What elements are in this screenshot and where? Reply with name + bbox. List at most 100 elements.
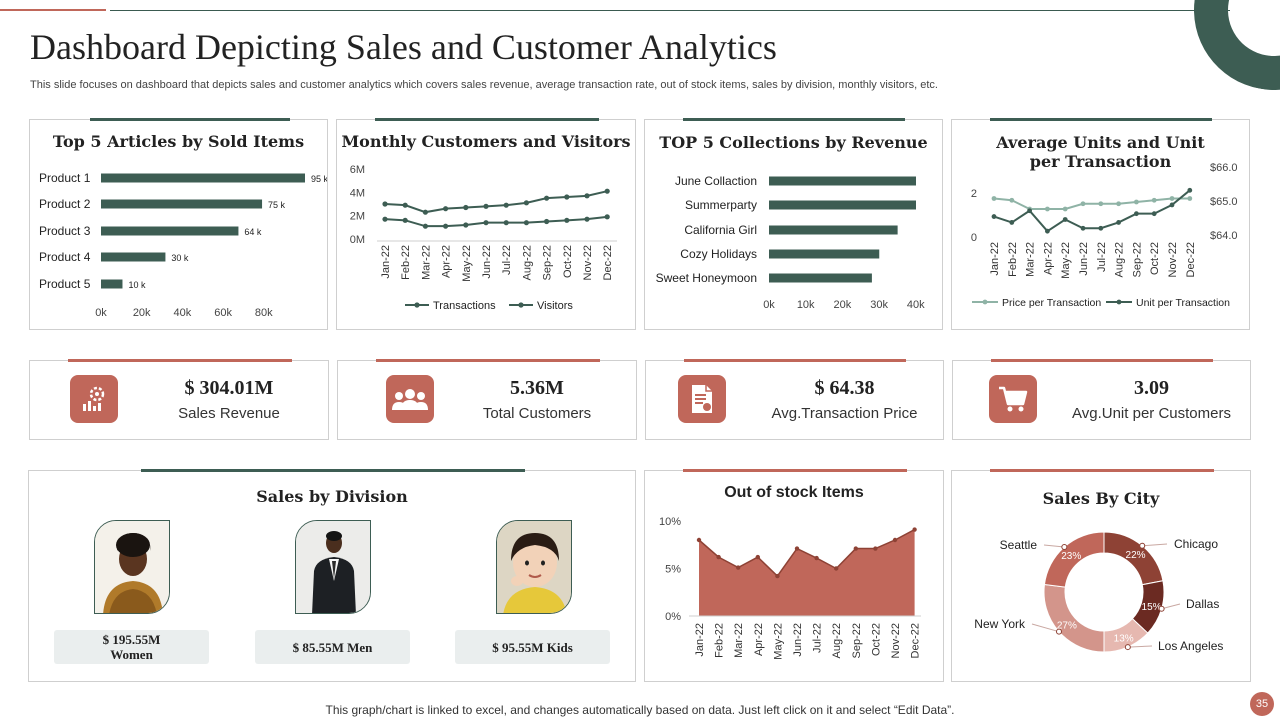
x-tick-label: Jul-22 xyxy=(1096,242,1108,272)
bar xyxy=(769,225,898,235)
series-point xyxy=(564,194,570,200)
bar-category-label: Product 4 xyxy=(39,250,91,264)
slice-value-label: 15% xyxy=(1142,602,1162,613)
series-point xyxy=(382,201,388,207)
series-point xyxy=(402,202,408,208)
y-tick-label: 10% xyxy=(659,516,681,528)
city-title: Sales By City xyxy=(1042,489,1160,508)
panel-accent xyxy=(141,469,525,472)
top-accent-line xyxy=(0,9,106,11)
x-tick-label: 0k xyxy=(95,307,107,319)
leader-dot xyxy=(1139,542,1146,549)
bar-category-label: Product 2 xyxy=(39,197,91,211)
articles-panel[interactable]: Top 5 Articles by Sold Items Product 1 95… xyxy=(29,118,328,330)
panel-accent xyxy=(684,359,906,362)
series-point xyxy=(544,218,550,225)
x-tick-label: Nov-22 xyxy=(1167,242,1179,277)
x-tick-label: 40k xyxy=(907,299,925,311)
series-point xyxy=(443,223,449,229)
x-tick-label: May-22 xyxy=(461,245,473,282)
series-point xyxy=(991,214,997,219)
x-tick-label: Aug-22 xyxy=(1114,242,1126,277)
bar-category-label: Cozy Holidays xyxy=(680,247,757,261)
units-panel[interactable]: Average Units and Unit per Transaction 2… xyxy=(951,118,1250,330)
top-rule-line xyxy=(110,10,1230,11)
collections-panel[interactable]: TOP 5 Collections by Revenue June Collac… xyxy=(644,118,943,330)
series-point xyxy=(1151,211,1157,217)
stock-chart[interactable]: 10% 5% 0% Jan-22 Feb-22 Mar-22 Apr-22 May-22 Jun… xyxy=(645,471,943,681)
series-point xyxy=(1116,220,1121,225)
kpi-card-revenue[interactable]: $ 304.01M Sales Revenue xyxy=(29,359,329,440)
x-tick-label: Mar-22 xyxy=(420,245,432,280)
series-point xyxy=(1080,225,1086,231)
slice-value-label: 13% xyxy=(1114,633,1134,644)
city-panel[interactable]: Sales By City 22% Chicago 15% Dallas 13% Los … xyxy=(951,469,1251,682)
x-tick-label: 20k xyxy=(834,299,852,311)
bar xyxy=(101,199,263,209)
stock-panel[interactable]: Out of stock Items 10% 5% 0% Jan-22 Feb-22 Ma… xyxy=(644,469,944,682)
collections-chart[interactable]: June Collaction Summerparty California Gir… xyxy=(645,120,942,329)
kpi-card-units[interactable]: 3.09 Avg.Unit per Customers xyxy=(952,359,1251,440)
articles-chart[interactable]: Product 1 95 k Product 2 75 k Product 3 64 k P… xyxy=(30,120,327,329)
series-point xyxy=(1169,196,1175,201)
division-panel[interactable]: Sales by Division $ 195.55M Women $ 85.5… xyxy=(28,469,636,682)
area-point xyxy=(736,565,741,570)
series-point xyxy=(1116,201,1121,207)
kids-sales-value: $ 95.55M Kids xyxy=(492,639,573,655)
kpi-value: 5.36M xyxy=(510,377,564,399)
y-left-tick-label: 2 xyxy=(971,188,977,200)
bar xyxy=(769,176,916,186)
x-tick-label: Jun-22 xyxy=(1078,242,1090,276)
cart-icon xyxy=(989,375,1037,423)
panel-accent xyxy=(375,118,599,121)
series-point xyxy=(991,196,997,201)
x-tick-label: Oct-22 xyxy=(562,245,574,278)
series-line xyxy=(384,190,608,214)
customers-panel[interactable]: Monthly Customers and Visitors 6M 4M 2M 0M J… xyxy=(336,118,636,330)
x-tick-label: Mar-22 xyxy=(1025,242,1037,277)
series-point xyxy=(604,188,610,194)
bar-category-label: Summerparty xyxy=(685,198,757,212)
city-chart[interactable]: 22% Chicago 15% Dallas 13% Los Angeles 27% New … xyxy=(952,471,1250,681)
gear-chart-icon xyxy=(70,375,118,423)
series-point xyxy=(483,203,489,209)
units-chart[interactable]: 2 0 $66.0 $65.0 $64.0 Jan-22 Feb-22 Mar-22 Apr-2… xyxy=(952,120,1249,329)
leader-dot xyxy=(1055,628,1062,635)
x-tick-label: 80k xyxy=(255,307,273,319)
series-point xyxy=(422,209,428,215)
x-tick-label: 30k xyxy=(870,299,888,311)
donut-slice xyxy=(1043,531,1105,588)
legend-label: Price per Transaction xyxy=(1002,297,1101,309)
y-right-tick-label: $65.0 xyxy=(1210,196,1238,208)
customers-chart[interactable]: 6M 4M 2M 0M Jan-22 Feb-22 Mar-22 Apr-22 May-22 Ju… xyxy=(337,120,635,329)
men-sales-value: $ 85.55M Men xyxy=(292,639,373,655)
leader-line xyxy=(1142,543,1168,547)
area-point xyxy=(834,566,839,571)
x-tick-label: Apr-22 xyxy=(1042,242,1054,275)
series-point xyxy=(544,195,550,201)
kpi-card-transaction[interactable]: $ 64.38 Avg.Transaction Price xyxy=(645,359,944,440)
slice-category-label: New York xyxy=(974,617,1026,631)
area-line xyxy=(698,528,915,578)
series-point xyxy=(1009,197,1015,203)
kpi-card-customers[interactable]: 5.36M Total Customers xyxy=(337,359,637,440)
x-tick-label: 60k xyxy=(214,307,232,319)
leader-line xyxy=(1127,645,1153,648)
customers-title: Monthly Customers and Visitors xyxy=(341,132,631,151)
bar xyxy=(769,273,872,283)
articles-title: Top 5 Articles by Sold Items xyxy=(52,132,305,151)
panel-accent xyxy=(376,359,600,362)
bar-value-label: 30 k xyxy=(171,253,189,263)
series-point xyxy=(1062,217,1068,222)
legend-marker xyxy=(1116,299,1122,305)
series-point xyxy=(1151,197,1157,203)
series-point xyxy=(1187,196,1193,201)
page-title: Dashboard Depicting Sales and Customer A… xyxy=(30,27,777,67)
bar-value-label: 10 k xyxy=(128,280,146,290)
panel-accent xyxy=(990,469,1214,472)
x-tick-label: Mar-22 xyxy=(733,623,745,658)
y-right-tick-label: $66.0 xyxy=(1210,162,1238,174)
y-tick-label: 0% xyxy=(665,611,681,623)
series-point xyxy=(503,220,509,226)
bar-category-label: Product 5 xyxy=(39,277,91,291)
